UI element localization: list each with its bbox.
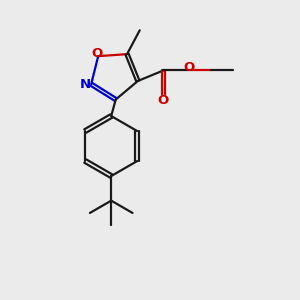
Text: O: O [158, 94, 169, 107]
Text: O: O [91, 47, 102, 60]
Text: N: N [80, 78, 91, 91]
Text: O: O [184, 61, 195, 74]
